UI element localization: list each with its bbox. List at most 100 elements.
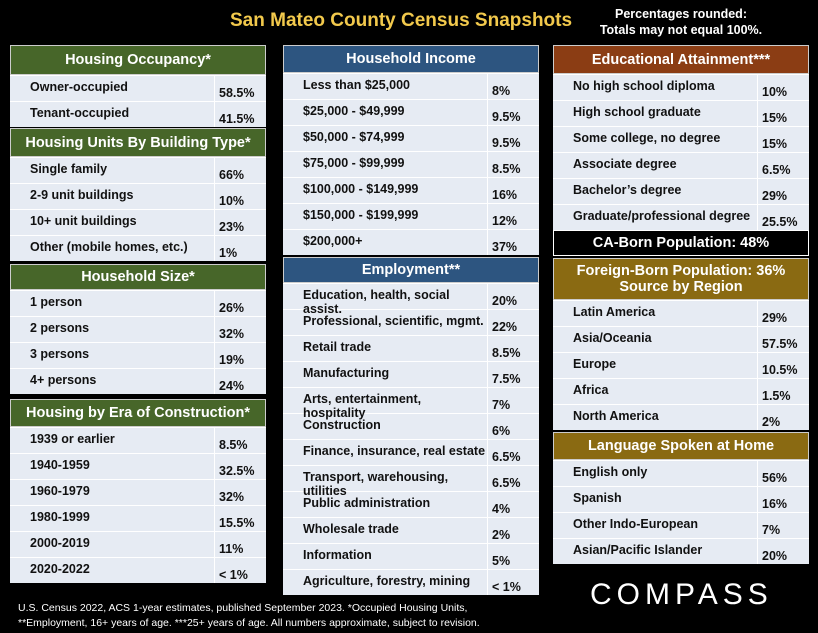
row-label: Graduate/professional degree bbox=[573, 209, 751, 223]
source-footnote: U.S. Census 2022, ACS 1-year estimates, … bbox=[18, 601, 538, 631]
row-value: 16% bbox=[487, 178, 539, 203]
row-value: 16% bbox=[757, 487, 809, 512]
panel-caborn: CA-Born Population: 48% bbox=[553, 230, 809, 256]
row-value: 10% bbox=[214, 184, 266, 209]
row-value: 66% bbox=[214, 158, 266, 183]
panel-header: Housing Units By Building Type* bbox=[10, 128, 266, 157]
panel-header: Housing Occupancy* bbox=[10, 45, 266, 75]
table-row: Construction 6% bbox=[283, 413, 539, 439]
row-label: 1980-1999 bbox=[30, 510, 90, 524]
row-label: Finance, insurance, real estate bbox=[303, 444, 486, 458]
table-row: 2-9 unit buildings 10% bbox=[10, 183, 266, 209]
row-value: 23% bbox=[214, 210, 266, 235]
row-label: Agriculture, forestry, mining bbox=[303, 574, 471, 588]
row-value: 2% bbox=[487, 518, 539, 543]
panel-title: Housing by Era of Construction* bbox=[26, 405, 250, 421]
row-label: 1960-1979 bbox=[30, 484, 90, 498]
table-row: $50,000 - $74,999 9.5% bbox=[283, 125, 539, 151]
row-value: 29% bbox=[757, 301, 809, 326]
table-row: Owner-occupied 58.5% bbox=[10, 75, 266, 101]
footnote-line: U.S. Census 2022, ACS 1-year estimates, … bbox=[18, 602, 468, 614]
row-value: 5% bbox=[487, 544, 539, 569]
row-label: 3 persons bbox=[30, 347, 90, 361]
page-title: San Mateo County Census Snapshots bbox=[230, 10, 573, 31]
table-row: Latin America 29% bbox=[553, 300, 809, 326]
table-row: Agriculture, forestry, mining < 1% bbox=[283, 569, 539, 595]
panel-foreign: Foreign-Born Population: 36% Source by Re… bbox=[553, 258, 809, 430]
row-label: Associate degree bbox=[573, 157, 677, 171]
panel-education: Educational Attainment*** No high school … bbox=[553, 45, 809, 230]
table-row: Other (mobile homes, etc.) 1% bbox=[10, 235, 266, 261]
row-label: Transport, warehousing, utilities bbox=[303, 470, 449, 498]
table-row: 2 persons 32% bbox=[10, 316, 266, 342]
row-label: Education, health, social assist. bbox=[303, 288, 450, 316]
row-label: Some college, no degree bbox=[573, 131, 721, 145]
table-row: 2020-2022 < 1% bbox=[10, 557, 266, 583]
row-label: $25,000 - $49,999 bbox=[303, 104, 405, 118]
table-row: Manufacturing 7.5% bbox=[283, 361, 539, 387]
row-value: 4% bbox=[487, 492, 539, 517]
table-row: Education, health, social assist. 20% bbox=[283, 283, 539, 316]
table-row: 1960-1979 32% bbox=[10, 479, 266, 505]
table-row: Information 5% bbox=[283, 543, 539, 569]
row-value: 11% bbox=[214, 532, 266, 557]
row-label: Manufacturing bbox=[303, 366, 390, 380]
panel-header: Housing by Era of Construction* bbox=[10, 399, 266, 427]
note-line: Totals may not equal 100%. bbox=[599, 23, 763, 37]
panel-header: CA-Born Population: 48% bbox=[553, 230, 809, 256]
row-value: 8.5% bbox=[487, 152, 539, 177]
row-label: 2000-2019 bbox=[30, 536, 90, 550]
row-label: $150,000 - $199,999 bbox=[303, 208, 419, 222]
row-label: Construction bbox=[303, 418, 381, 432]
row-value: 22% bbox=[487, 310, 539, 335]
row-label: Less than $25,000 bbox=[303, 78, 411, 92]
row-label: 1939 or earlier bbox=[30, 432, 115, 446]
table-row: 10+ unit buildings 23% bbox=[10, 209, 266, 235]
row-value: 24% bbox=[214, 369, 266, 394]
row-value: 2% bbox=[757, 405, 809, 430]
row-label: Tenant-occupied bbox=[30, 106, 130, 120]
row-label: Professional, scientific, mgmt. bbox=[303, 314, 484, 328]
table-row: Tenant-occupied 41.5% bbox=[10, 101, 266, 127]
table-row: $150,000 - $199,999 12% bbox=[283, 203, 539, 229]
table-row: Arts, entertainment, hospitality 7% bbox=[283, 387, 539, 420]
table-row: Some college, no degree 15% bbox=[553, 126, 809, 152]
table-row: $200,000+ 37% bbox=[283, 229, 539, 255]
row-label: $200,000+ bbox=[303, 234, 363, 248]
table-row: Africa 1.5% bbox=[553, 378, 809, 404]
row-value: 9.5% bbox=[487, 100, 539, 125]
row-value: 6% bbox=[487, 414, 539, 439]
panel-title: Foreign-Born Population: 36% bbox=[576, 263, 786, 279]
row-value: 15.5% bbox=[214, 506, 266, 531]
panel-size: Household Size* 1 person 26% 2 persons 32% 3 … bbox=[10, 264, 266, 394]
row-label: High school graduate bbox=[573, 105, 701, 119]
footnote-line: **Employment, 16+ years of age. ***25+ y… bbox=[18, 617, 480, 629]
rounding-note: Percentages rounded: Totals may not equal… bbox=[586, 6, 776, 38]
table-row: Europe 10.5% bbox=[553, 352, 809, 378]
row-value: 32% bbox=[214, 480, 266, 505]
panel-title: Housing Occupancy* bbox=[65, 52, 211, 68]
table-row: Associate degree 6.5% bbox=[553, 152, 809, 178]
row-value: 10.5% bbox=[757, 353, 809, 378]
table-row: English only 56% bbox=[553, 460, 809, 486]
row-value: 6.5% bbox=[487, 466, 539, 491]
row-value: 15% bbox=[757, 127, 809, 152]
row-value: 12% bbox=[487, 204, 539, 229]
table-row: 1980-1999 15.5% bbox=[10, 505, 266, 531]
row-label: 4+ persons bbox=[30, 373, 97, 387]
panel-header: Employment** bbox=[283, 257, 539, 283]
row-value: 8.5% bbox=[214, 428, 266, 453]
panel-title: Language Spoken at Home bbox=[587, 438, 775, 454]
row-label: Wholesale trade bbox=[303, 522, 399, 536]
row-label: Information bbox=[303, 548, 372, 562]
note-line: Percentages rounded: bbox=[615, 7, 747, 21]
row-value: 6.5% bbox=[757, 153, 809, 178]
row-value: 15% bbox=[757, 101, 809, 126]
table-row: Bachelor’s degree 29% bbox=[553, 178, 809, 204]
panel-header: Foreign-Born Population: 36% Source by Re… bbox=[553, 258, 809, 300]
row-label: 2020-2022 bbox=[30, 562, 90, 576]
row-label: Other (mobile homes, etc.) bbox=[30, 240, 188, 254]
row-value: 10% bbox=[757, 75, 809, 100]
row-value: 32% bbox=[214, 317, 266, 342]
row-value: 25.5% bbox=[757, 205, 809, 230]
